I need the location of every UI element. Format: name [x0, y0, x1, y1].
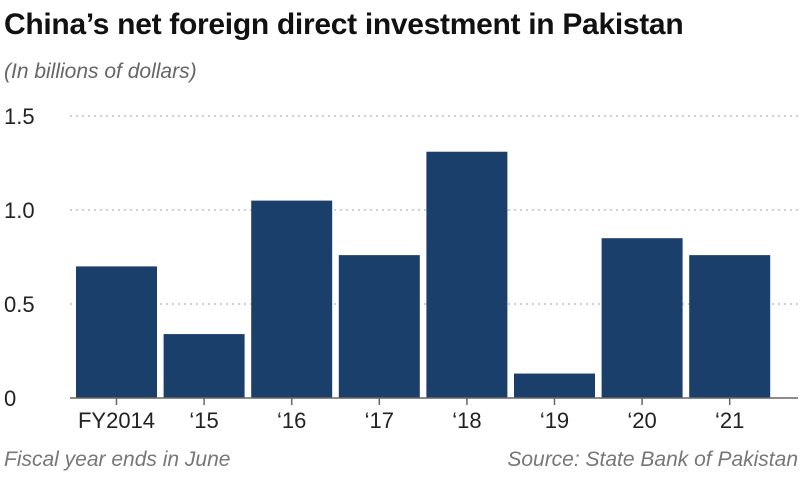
y-tick-label: 1.5 — [4, 104, 35, 129]
bar-6 — [601, 238, 683, 398]
bar-1 — [163, 334, 245, 398]
bar-7 — [689, 255, 771, 398]
chart-title: China’s net foreign direct investment in… — [4, 8, 684, 41]
chart-subtitle: (In billions of dollars) — [4, 60, 197, 83]
source-note: Source: State Bank of Pakistan — [507, 448, 798, 471]
y-tick-label: 0.5 — [4, 292, 35, 317]
bar-3 — [338, 255, 420, 398]
x-tick-label: ‘18 — [452, 408, 481, 433]
y-tick-label: 0 — [4, 386, 16, 411]
footnote: Fiscal year ends in June — [4, 448, 231, 471]
x-tick-label: FY2014 — [78, 408, 155, 433]
bar-0 — [76, 266, 157, 398]
bar-5 — [514, 373, 595, 398]
x-tick-label: ‘15 — [189, 408, 218, 433]
y-tick-label: 1.0 — [4, 198, 35, 223]
x-tick-label: ‘16 — [277, 408, 306, 433]
bar-4 — [426, 151, 508, 398]
x-tick-label: ‘20 — [627, 408, 656, 433]
x-tick-label: ‘21 — [715, 408, 744, 433]
x-tick-label: ‘17 — [365, 408, 394, 433]
bar-2 — [251, 200, 333, 398]
x-tick-label: ‘19 — [540, 408, 569, 433]
